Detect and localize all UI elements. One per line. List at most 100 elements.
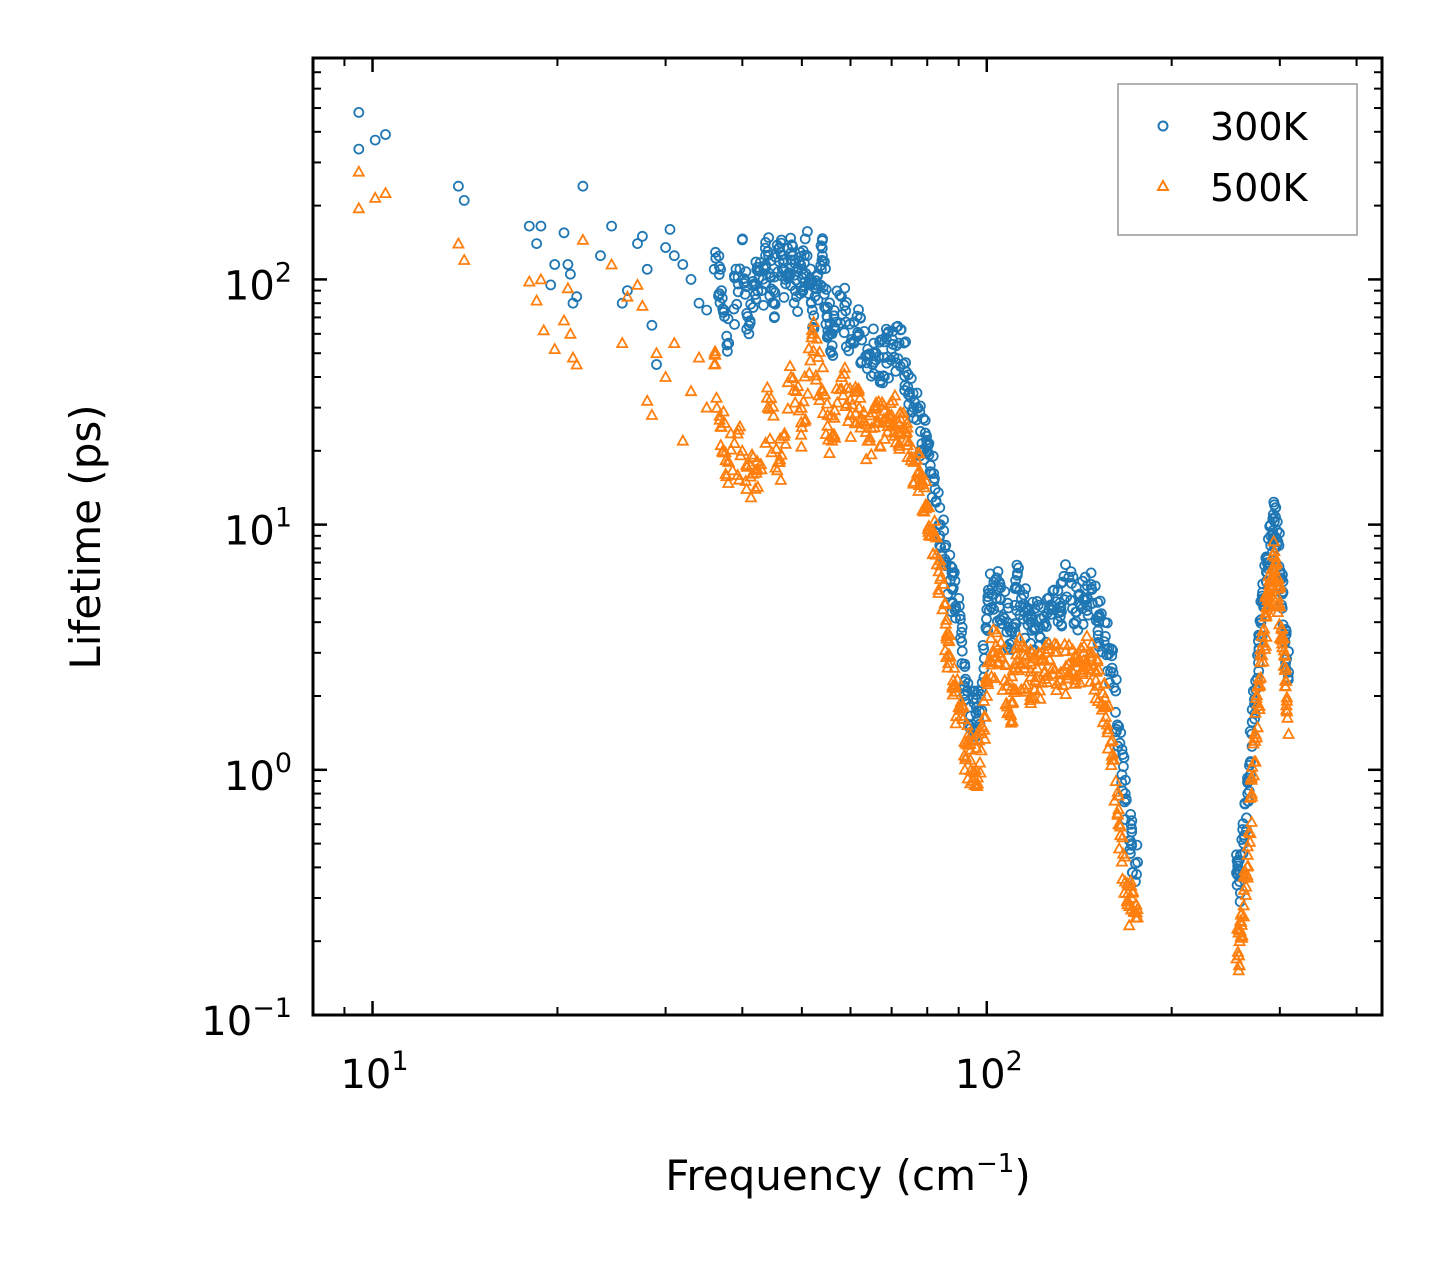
legend: 300K 500K bbox=[1117, 83, 1358, 236]
point-300K bbox=[855, 357, 867, 369]
point-500K bbox=[1233, 958, 1247, 971]
point-300K bbox=[912, 402, 924, 414]
point-300K bbox=[879, 371, 890, 383]
point-500K bbox=[1025, 654, 1039, 667]
point-500K bbox=[958, 762, 972, 775]
point-500K bbox=[816, 406, 830, 419]
point-500K bbox=[522, 274, 536, 287]
point-500K bbox=[996, 683, 1010, 695]
point-500K bbox=[892, 441, 906, 454]
point-300K bbox=[1101, 617, 1113, 629]
point-300K bbox=[839, 282, 851, 294]
point-500K bbox=[881, 414, 895, 427]
point-500K bbox=[937, 577, 951, 589]
point-500K bbox=[1279, 679, 1293, 692]
point-300K bbox=[677, 259, 689, 270]
point-300K bbox=[1009, 618, 1021, 629]
point-300K bbox=[953, 600, 965, 612]
point-500K bbox=[1107, 752, 1121, 765]
point-300K bbox=[651, 359, 662, 370]
point-500K bbox=[1048, 644, 1062, 657]
point-300K bbox=[812, 269, 823, 281]
point-500K bbox=[954, 708, 969, 721]
point-500K bbox=[777, 428, 791, 441]
point-500K bbox=[530, 293, 544, 306]
point-500K bbox=[1129, 910, 1143, 923]
point-500K bbox=[1100, 717, 1114, 730]
point-500K bbox=[1113, 817, 1127, 830]
point-500K bbox=[1038, 653, 1052, 666]
point-500K bbox=[1090, 652, 1104, 664]
point-300K bbox=[1130, 858, 1141, 869]
point-300K bbox=[1079, 571, 1091, 583]
point-300K bbox=[744, 315, 756, 327]
point-300K bbox=[812, 294, 824, 306]
point-300K bbox=[565, 268, 576, 280]
point-300K bbox=[983, 605, 995, 616]
point-300K bbox=[792, 306, 803, 317]
point-500K bbox=[1012, 663, 1026, 676]
point-500K bbox=[1129, 897, 1143, 910]
legend-label-500K: 500K bbox=[1210, 166, 1309, 210]
point-300K bbox=[1117, 749, 1129, 760]
point-500K bbox=[899, 433, 913, 446]
data-points bbox=[352, 107, 1296, 976]
point-500K bbox=[877, 403, 892, 416]
point-500K bbox=[762, 402, 776, 414]
point-300K bbox=[1126, 815, 1138, 827]
point-300K bbox=[606, 220, 617, 232]
point-500K bbox=[973, 755, 987, 768]
point-300K bbox=[778, 257, 789, 269]
point-500K bbox=[828, 403, 842, 416]
point-500K bbox=[605, 257, 619, 270]
point-500K bbox=[1258, 642, 1272, 654]
point-500K bbox=[984, 631, 998, 644]
point-500K bbox=[352, 164, 366, 177]
point-500K bbox=[1096, 686, 1110, 698]
point-300K bbox=[710, 252, 722, 264]
point-500K bbox=[820, 396, 834, 409]
point-500K bbox=[955, 698, 969, 710]
point-300K bbox=[938, 525, 950, 536]
point-300K bbox=[918, 413, 929, 424]
point-500K bbox=[1085, 636, 1099, 649]
point-500K bbox=[1059, 659, 1073, 671]
point-500K bbox=[667, 336, 681, 349]
point-500K bbox=[1018, 681, 1032, 694]
point-500K bbox=[798, 412, 813, 425]
point-500K bbox=[645, 408, 659, 420]
point-300K bbox=[1014, 609, 1026, 621]
point-300K bbox=[826, 340, 838, 352]
point-500K bbox=[1275, 622, 1289, 635]
point-500K bbox=[801, 386, 815, 399]
point-300K bbox=[737, 233, 748, 245]
point-500K bbox=[1073, 675, 1087, 688]
point-300K bbox=[885, 354, 897, 366]
point-500K bbox=[721, 476, 735, 488]
point-300K bbox=[780, 278, 791, 290]
point-300K bbox=[818, 288, 830, 300]
point-300K bbox=[900, 336, 911, 348]
point-300K bbox=[1131, 839, 1143, 851]
point-500K bbox=[1072, 652, 1086, 665]
point-300K bbox=[1065, 594, 1076, 606]
point-500K bbox=[1233, 923, 1247, 936]
point-500K bbox=[1243, 826, 1257, 839]
point-500K bbox=[1079, 654, 1093, 666]
point-500K bbox=[921, 499, 935, 512]
point-500K bbox=[1033, 691, 1047, 704]
point-300K bbox=[558, 227, 570, 239]
point-500K bbox=[934, 558, 948, 571]
point-300K bbox=[637, 230, 648, 242]
point-500K bbox=[1115, 830, 1130, 843]
point-500K bbox=[988, 671, 1002, 684]
point-500K bbox=[807, 315, 821, 328]
point-300K bbox=[743, 320, 755, 332]
point-300K bbox=[1274, 527, 1285, 539]
point-500K bbox=[825, 428, 839, 441]
point-500K bbox=[941, 656, 955, 669]
point-500K bbox=[534, 272, 548, 285]
point-500K bbox=[887, 425, 901, 438]
point-500K bbox=[854, 420, 868, 433]
